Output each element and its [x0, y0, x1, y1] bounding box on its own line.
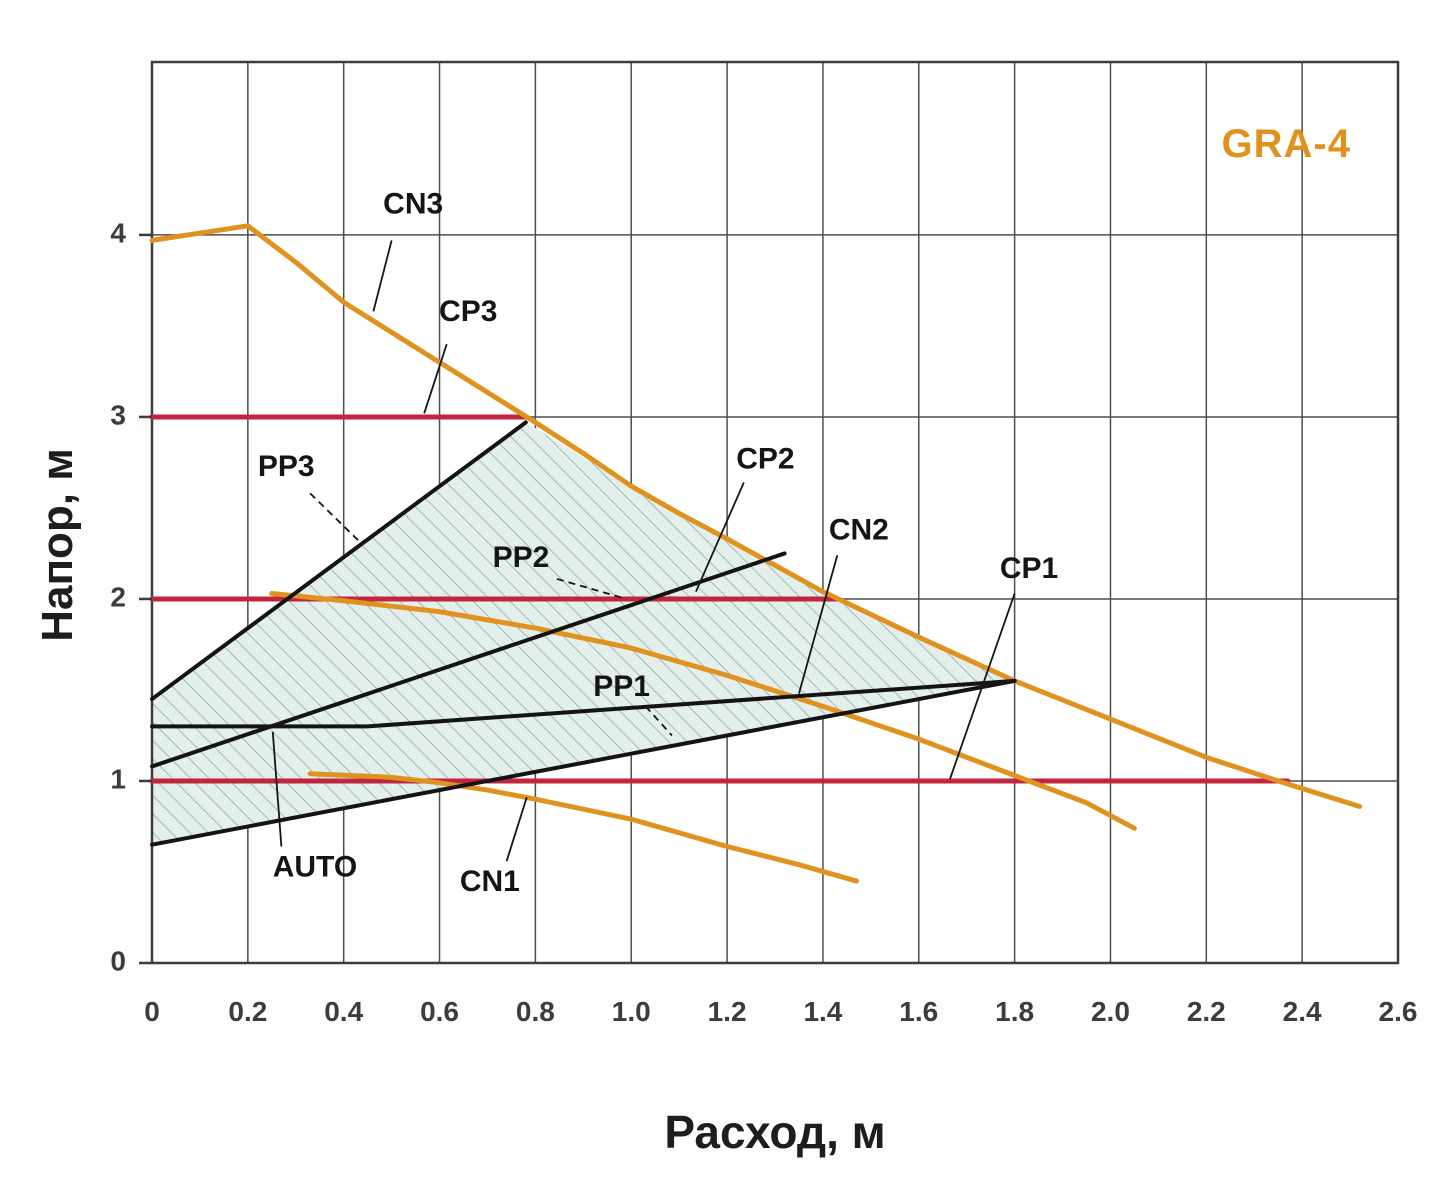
x-tick-label: 0.4: [324, 996, 363, 1027]
x-axis-title: Расход, м: [664, 1106, 886, 1158]
curve-label-CN3: CN3: [383, 188, 443, 221]
curve-label-PP3: PP3: [258, 450, 315, 483]
y-tick-label: 3: [110, 399, 126, 430]
curve-label-CP3: CP3: [439, 295, 497, 328]
y-tick-label: 1: [110, 763, 126, 794]
x-tick-label: 0.8: [516, 996, 555, 1027]
curve-label-AUTO: AUTO: [273, 850, 357, 883]
x-tick-label: 0.2: [228, 996, 267, 1027]
leader-AUTO: [271, 731, 283, 847]
curve-label-CP2: CP2: [736, 443, 794, 476]
curve-label-CN1: CN1: [460, 865, 520, 898]
curve-AUTO: [150, 678, 1017, 729]
curve-label-PP2: PP2: [493, 541, 550, 574]
curve-CN2: [269, 590, 1137, 831]
curve-PP3: [150, 420, 528, 702]
curve-label-PP1: PP1: [593, 670, 650, 703]
curve-CN3: [149, 223, 1363, 809]
leader-CN3: [372, 240, 393, 312]
curve-label-CN2: CN2: [829, 514, 889, 547]
curve-PP1: [150, 678, 1017, 847]
curve-PP2: [150, 551, 787, 769]
plot-border: [150, 60, 1400, 965]
leader-CN1: [505, 797, 528, 862]
x-tick-label: 2.6: [1379, 996, 1418, 1027]
x-tick-label: 1.2: [708, 996, 747, 1027]
leader-PP1: [644, 705, 673, 737]
leader-CN2: [798, 555, 839, 694]
leader-CP3: [423, 343, 448, 414]
operating-range-area: [152, 422, 1015, 845]
x-tick-label: 1.4: [803, 996, 842, 1027]
x-tick-label: 2.0: [1091, 996, 1130, 1027]
y-tick-label: 4: [110, 217, 126, 248]
x-tick-label: 0: [144, 996, 160, 1027]
plot-area: [152, 62, 1398, 963]
x-tick-label: 1.0: [612, 996, 651, 1027]
x-tick-label: 1.6: [899, 996, 938, 1027]
x-tick-label: 0.6: [420, 996, 459, 1027]
x-tick-label: 1.8: [995, 996, 1034, 1027]
chart-title: GRA-4: [1221, 122, 1351, 166]
curve-label-CP1: CP1: [1000, 552, 1058, 585]
leader-CP1: [949, 593, 1016, 780]
y-tick-label: 0: [110, 945, 126, 976]
leader-CP2: [695, 482, 745, 593]
x-tick-label: 2.4: [1283, 996, 1322, 1027]
y-axis-title: Напор, м: [33, 448, 82, 642]
leader-PP2: [556, 578, 627, 600]
x-tick-label: 2.2: [1187, 996, 1226, 1027]
curve-CN1: [307, 771, 859, 884]
y-tick-label: 2: [110, 581, 126, 612]
